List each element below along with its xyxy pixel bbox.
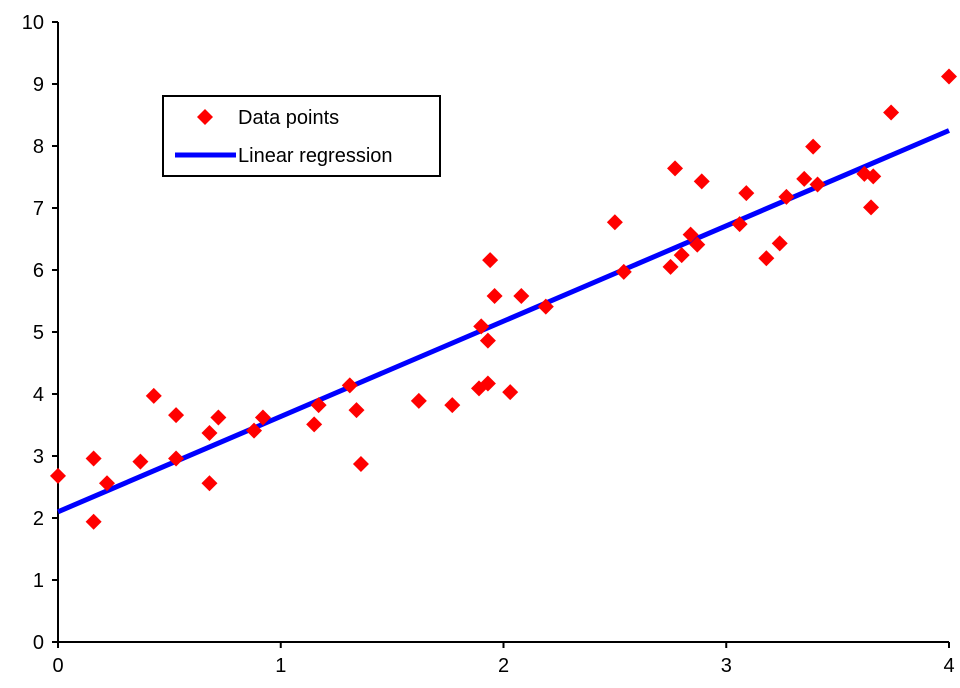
legend-box	[162, 95, 441, 177]
data-point	[689, 236, 706, 253]
data-point	[201, 425, 218, 442]
x-tick-label: 3	[721, 655, 732, 677]
data-point	[693, 173, 710, 190]
data-point	[201, 475, 218, 492]
data-point	[444, 397, 461, 414]
regression-series	[57, 128, 950, 515]
data-point	[537, 298, 554, 315]
x-tick-label: 1	[275, 655, 286, 677]
y-tick-label: 1	[33, 570, 44, 592]
regression-line	[57, 128, 950, 515]
data-point	[809, 176, 826, 193]
data-point	[246, 422, 263, 439]
data-point	[352, 456, 369, 473]
y-tick-label: 6	[33, 260, 44, 282]
data-point	[667, 160, 684, 177]
data-point	[341, 377, 358, 394]
data-point	[615, 263, 632, 280]
data-point	[513, 288, 530, 305]
y-tick-label: 10	[22, 12, 44, 34]
data-point	[479, 375, 496, 392]
y-tick-label: 8	[33, 136, 44, 158]
data-point	[771, 235, 788, 252]
y-tick-label: 7	[33, 198, 44, 220]
data-point	[254, 409, 271, 426]
data-point	[410, 392, 427, 409]
y-tick-label: 9	[33, 74, 44, 96]
data-point	[502, 384, 519, 401]
y-tick-label: 0	[33, 632, 44, 654]
data-point	[168, 407, 185, 424]
data-point	[731, 216, 748, 233]
legend-label-data-points: Data points	[238, 107, 339, 129]
data-point	[168, 450, 185, 467]
y-tick-label: 3	[33, 446, 44, 468]
data-point	[473, 318, 490, 335]
data-point	[85, 450, 102, 467]
data-point	[865, 168, 882, 185]
data-point	[662, 258, 679, 275]
data-point	[479, 332, 496, 349]
data-point	[606, 214, 623, 231]
data-point	[758, 250, 775, 267]
data-point	[673, 247, 690, 264]
data-point	[145, 387, 162, 404]
data-points-series	[50, 68, 957, 530]
data-point	[738, 185, 755, 202]
data-point	[348, 402, 365, 419]
legend: Data points Linear regression	[162, 95, 441, 177]
y-tick-label: 2	[33, 508, 44, 530]
data-point	[682, 226, 699, 243]
axes	[52, 21, 950, 648]
data-point	[796, 170, 813, 187]
data-point	[306, 416, 323, 433]
y-tick-label: 4	[33, 384, 44, 406]
data-point	[883, 104, 900, 121]
data-point	[482, 252, 499, 269]
x-tick-label: 2	[498, 655, 509, 677]
data-point	[132, 453, 149, 470]
data-point	[99, 475, 116, 492]
data-point	[210, 409, 227, 426]
data-point	[805, 138, 822, 155]
data-point	[778, 188, 795, 205]
legend-label-linear-regression: Linear regression	[238, 145, 393, 167]
y-tick-label: 5	[33, 322, 44, 344]
x-tick-label: 0	[52, 655, 63, 677]
data-point	[85, 513, 102, 530]
legend-marker-data-points	[197, 109, 213, 125]
data-point	[941, 68, 957, 85]
x-tick-label: 4	[943, 655, 954, 677]
data-point	[863, 199, 880, 216]
data-point	[310, 397, 327, 414]
data-point	[50, 467, 66, 484]
data-point	[486, 288, 503, 305]
tick-labels: 0 1 2 3 4 5 6 7 8 9 10 0 1 2 3 4	[22, 12, 955, 677]
